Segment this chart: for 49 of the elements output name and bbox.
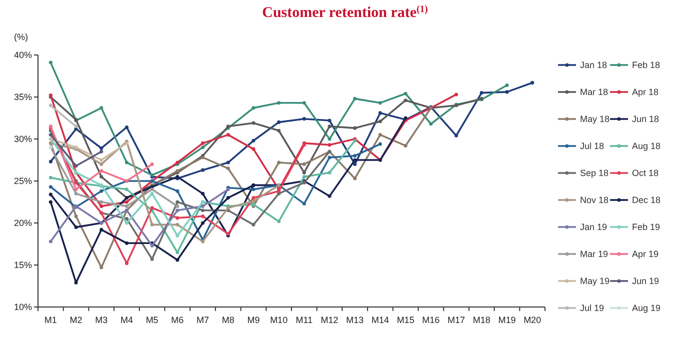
y-tick-label: 20% — [14, 218, 32, 228]
legend-label: Oct 18 — [632, 168, 659, 178]
legend-label: Mar 19 — [580, 249, 608, 260]
legend-label: Jul 18 — [580, 141, 604, 152]
legend-label: Feb 18 — [632, 60, 660, 70]
legend-label: Jun 18 — [632, 114, 660, 124]
y-tick-label: 25% — [14, 176, 32, 186]
x-tick-label: M9 — [247, 315, 260, 325]
x-tick-label: M6 — [171, 315, 184, 325]
legend-label: May 18 — [580, 114, 610, 124]
legend-label: Jan 18 — [580, 60, 608, 70]
x-tick-label: M3 — [95, 315, 108, 325]
legend-label: Jul 19 — [580, 303, 604, 314]
x-tick-label: M13 — [346, 315, 364, 325]
legend-label: Feb 19 — [632, 222, 660, 232]
x-tick-label: M18 — [472, 315, 490, 325]
legend-label: May 19 — [580, 276, 610, 286]
legend-label: Jan 19 — [580, 222, 608, 232]
legend-label: Nov 18 — [580, 195, 609, 206]
y-axis-title: (%) — [14, 32, 28, 42]
x-tick-label: M12 — [320, 315, 338, 325]
legend-label: Apr 18 — [632, 87, 659, 98]
y-tick-label: 35% — [14, 92, 32, 102]
x-tick-label: M7 — [196, 315, 210, 325]
x-tick-label: M14 — [371, 315, 389, 325]
x-tick-label: M8 — [222, 315, 234, 325]
x-tick-label: M15 — [396, 315, 414, 325]
x-tick-label: M17 — [448, 315, 466, 325]
legend-label: Aug 18 — [632, 141, 661, 152]
legend-label: Aug 19 — [632, 303, 661, 314]
x-tick-label: M5 — [146, 315, 158, 325]
x-tick-label: M19 — [498, 315, 516, 325]
legend-label: Sep 18 — [580, 168, 609, 178]
chart-title: Customer retention rate$^{(1)}$ — [262, 4, 428, 21]
x-tick-label: M11 — [296, 315, 313, 325]
legend-label: Mar 18 — [580, 87, 608, 98]
legend-label: Dec 18 — [632, 195, 661, 206]
x-tick-label: M2 — [70, 315, 82, 325]
x-tick-label: M16 — [422, 315, 440, 325]
y-tick-label: 30% — [14, 134, 32, 144]
y-tick-label: 10% — [14, 302, 32, 312]
legend-label: Apr 19 — [632, 249, 659, 260]
y-tick-label: 40% — [14, 50, 32, 60]
legend-label: Jun 19 — [632, 276, 660, 286]
y-tick-label: 15% — [14, 260, 32, 270]
x-tick-label: M10 — [270, 315, 288, 325]
x-tick-label: M4 — [120, 315, 133, 325]
x-tick-label: M1 — [44, 315, 57, 325]
x-tick-label: M20 — [524, 315, 542, 325]
